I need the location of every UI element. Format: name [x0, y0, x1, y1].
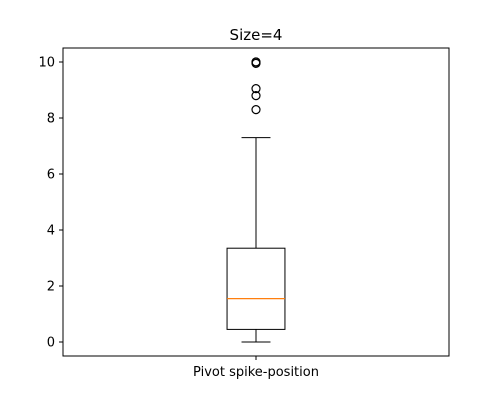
outlier-point — [251, 104, 261, 115]
y-tick-label: 6 — [47, 168, 55, 183]
y-tick-label: 10 — [38, 56, 55, 71]
y-tick-label: 8 — [47, 112, 55, 127]
outlier-point — [251, 90, 261, 101]
plot-area: 0 2 4 6 8 10 Pivot spike-position — [38, 47, 450, 380]
outlier-point — [251, 57, 261, 67]
y-tick-label: 2 — [47, 280, 55, 295]
chart-title: Size=4 — [230, 26, 283, 44]
outlier-point — [251, 83, 261, 94]
y-tick-label: 4 — [47, 224, 55, 239]
box — [226, 247, 286, 330]
y-tick-label: 0 — [47, 336, 55, 351]
x-tick-label: Pivot spike-position — [193, 365, 319, 380]
